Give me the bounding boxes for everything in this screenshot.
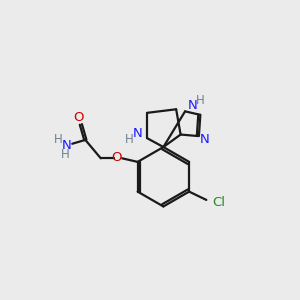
Text: H: H <box>196 94 205 106</box>
Text: N: N <box>132 128 142 140</box>
Text: Cl: Cl <box>212 196 225 209</box>
Text: H: H <box>125 134 134 146</box>
Text: H: H <box>61 148 70 161</box>
Text: H: H <box>54 134 62 146</box>
Text: O: O <box>73 111 84 124</box>
Text: N: N <box>200 133 209 146</box>
Text: N: N <box>62 139 72 152</box>
Text: O: O <box>111 151 122 164</box>
Text: N: N <box>188 99 198 112</box>
